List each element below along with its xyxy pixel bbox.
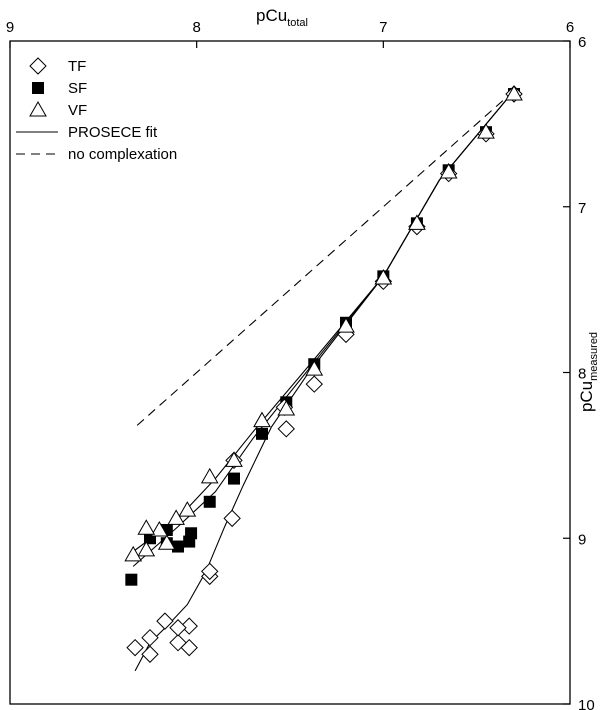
legend-swatch xyxy=(32,82,44,94)
x-tick-label: 8 xyxy=(192,19,200,36)
x-tick-label: 9 xyxy=(6,19,14,36)
data-point-vf xyxy=(178,501,197,517)
legend-swatch xyxy=(29,100,47,117)
prosece-fit-line xyxy=(132,90,515,552)
data-point-tf xyxy=(141,628,159,647)
legend-item: TF xyxy=(29,57,86,75)
data-point-vf xyxy=(157,534,176,550)
legend-swatch xyxy=(29,57,47,75)
legend-item: SF xyxy=(32,80,87,97)
data-point-vf xyxy=(337,317,355,333)
legend-item: no complexation xyxy=(16,146,177,163)
x-axis-top: 9 8 7 6 xyxy=(6,19,574,48)
prosece-fit-line xyxy=(132,90,515,567)
x-axis-title-main: pCu xyxy=(256,6,287,25)
data-point-sf xyxy=(203,495,216,508)
data-point-vf xyxy=(253,411,271,428)
data-point-sf xyxy=(183,535,196,548)
no-complexation-line xyxy=(132,90,515,430)
data-point-tf xyxy=(169,619,187,637)
y-axis-right: 6 7 8 9 10 xyxy=(563,34,595,710)
data-point-vf xyxy=(439,162,458,179)
x-axis-title-sub: total xyxy=(287,17,308,29)
data-point-tf xyxy=(277,420,295,438)
data-point-sf xyxy=(256,427,268,440)
y-axis-title-sub: measured xyxy=(588,332,600,381)
y-tick-label: 10 xyxy=(578,697,595,710)
data-point-vf xyxy=(374,269,393,285)
data-point-vf xyxy=(124,545,143,562)
x-tick-label: 6 xyxy=(566,19,574,36)
y-tick-label: 8 xyxy=(578,366,586,383)
data-point-sf xyxy=(228,472,240,485)
data-point-tf xyxy=(169,633,187,652)
data-point-vf xyxy=(200,467,219,484)
y-axis-title-main: pCu xyxy=(577,381,596,412)
data-point-vf xyxy=(150,520,169,537)
y-axis-title: pCumeasured xyxy=(577,332,600,412)
data-point-tf xyxy=(141,645,159,663)
data-point-vf xyxy=(277,399,296,416)
legend-item: VF xyxy=(29,100,87,119)
data-markers xyxy=(124,85,523,663)
legend: TF SF VF PROSECE fit no complexation xyxy=(16,57,177,163)
x-tick-label: 7 xyxy=(379,19,387,36)
legend-label: SF xyxy=(68,80,87,97)
data-point-vf xyxy=(305,360,324,376)
legend-label: VF xyxy=(68,102,87,119)
data-point-sf xyxy=(125,573,138,586)
x-axis-title: pCutotal xyxy=(256,6,308,29)
data-point-vf xyxy=(408,214,426,230)
data-point-tf xyxy=(223,509,241,528)
data-point-tf xyxy=(180,617,198,635)
data-point-tf xyxy=(126,638,144,657)
y-tick-label: 6 xyxy=(578,34,586,51)
data-point-vf xyxy=(477,123,495,139)
data-point-vf xyxy=(225,451,243,467)
legend-label: TF xyxy=(68,58,86,75)
data-point-tf xyxy=(201,562,219,581)
legend-label: PROSECE fit xyxy=(68,124,158,141)
y-tick-label: 9 xyxy=(578,531,586,548)
data-point-tf xyxy=(156,612,174,630)
legend-item: PROSECE fit xyxy=(16,124,158,141)
y-tick-label: 7 xyxy=(578,200,586,217)
legend-label: no complexation xyxy=(68,146,177,163)
data-point-tf xyxy=(305,375,323,393)
data-point-vf xyxy=(137,540,156,557)
data-point-vf xyxy=(167,509,185,525)
data-point-vf xyxy=(137,519,156,535)
data-point-vf xyxy=(505,85,523,101)
prosece-fit-line xyxy=(134,90,515,672)
